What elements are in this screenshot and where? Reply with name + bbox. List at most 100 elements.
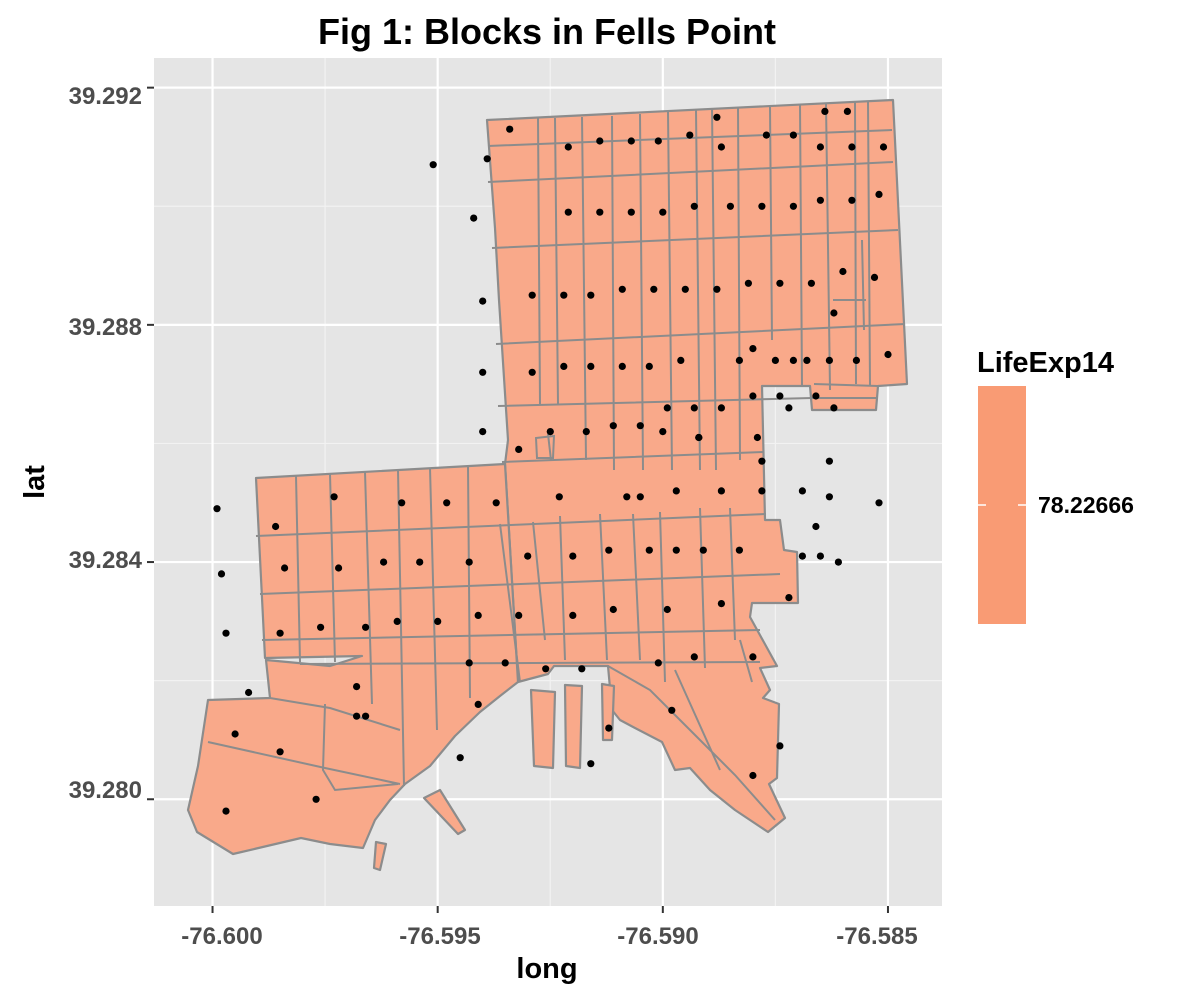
centroid-point — [848, 143, 856, 151]
centroid-point — [353, 683, 361, 691]
y-tick-label: 39.284 — [69, 547, 143, 574]
centroid-point — [492, 499, 500, 507]
centroid-point — [443, 499, 451, 507]
centroid-point — [663, 404, 671, 412]
centroid-point — [776, 279, 784, 287]
block-boundaries — [207, 101, 906, 821]
centroid-point — [758, 457, 766, 465]
centroid-point — [560, 291, 568, 299]
centroid-point — [834, 558, 843, 566]
centroid-point — [654, 659, 662, 667]
legend-label: 78.22666 — [1038, 492, 1134, 518]
centroid-point — [335, 564, 343, 572]
centroid-point — [695, 433, 703, 442]
centroid-point — [672, 487, 680, 495]
centroid-point — [713, 113, 721, 121]
centroid-point — [627, 208, 635, 216]
centroid-point — [542, 665, 550, 673]
centroid-point — [276, 629, 284, 637]
legend-title: LifeExp14 — [977, 347, 1114, 379]
centroid-point — [852, 356, 861, 364]
x-tick-label: -76.585 — [836, 923, 917, 950]
centroid-point — [650, 285, 658, 293]
centroid-point — [564, 143, 572, 151]
pier-one — [529, 688, 557, 770]
centroid-point — [762, 131, 771, 139]
centroid-point — [825, 457, 834, 465]
centroid-point — [578, 665, 586, 673]
centroid-point — [609, 605, 617, 614]
centroid-point — [515, 445, 523, 453]
centroid-point — [569, 611, 577, 620]
centroid-point — [470, 214, 478, 222]
centroid-point — [555, 493, 563, 501]
centroid-point — [726, 202, 735, 210]
centroid-point — [816, 552, 825, 560]
centroid-point — [875, 499, 883, 507]
pier-two — [563, 683, 584, 770]
centroid-point — [717, 487, 726, 495]
centroid-point — [479, 428, 487, 436]
centroid-point — [456, 754, 464, 762]
centroid-point — [353, 712, 361, 720]
centroid-point — [713, 285, 721, 293]
centroid-point — [465, 558, 473, 566]
centroid-point — [677, 356, 685, 364]
centroid-point — [771, 356, 780, 364]
centroid-point — [528, 368, 536, 376]
centroid-point — [744, 279, 753, 287]
centroid-point — [479, 368, 487, 376]
centroid-point — [848, 196, 856, 204]
centroid-point — [654, 137, 662, 145]
centroid-point — [645, 362, 653, 370]
centroid-point — [272, 522, 280, 531]
chart-title: Fig 1: Blocks in Fells Point — [318, 11, 776, 52]
centroid-point — [393, 617, 401, 626]
centroid-point — [816, 143, 825, 151]
centroid-point — [564, 208, 572, 216]
centroid-point — [276, 748, 284, 756]
centroid-point — [825, 356, 834, 364]
centroid-point — [609, 422, 617, 430]
centroid-point — [812, 392, 820, 400]
centroid-point — [717, 404, 726, 412]
centroid-point — [758, 202, 766, 210]
centroid-point — [623, 493, 631, 501]
centroid-point — [830, 404, 838, 412]
y-tick-label: 39.288 — [69, 314, 142, 341]
centroid-point — [798, 552, 807, 560]
centroid-point — [789, 131, 798, 139]
centroid-point — [717, 143, 726, 151]
centroid-point — [875, 190, 883, 198]
centroid-point — [758, 487, 766, 495]
centroid-point — [690, 202, 698, 210]
centroid-point — [483, 155, 491, 163]
centroid-point — [479, 297, 487, 305]
centroid-point — [830, 309, 838, 317]
centroid-point — [605, 724, 613, 732]
centroid-point — [560, 362, 568, 370]
west-column-boundaries — [295, 465, 736, 787]
centroid-point — [605, 546, 613, 554]
centroid-point — [663, 605, 671, 614]
x-tick-label: -76.600 — [181, 923, 262, 950]
centroid-point — [474, 700, 482, 709]
centroid-point — [569, 552, 577, 560]
y-axis-title: lat — [19, 465, 51, 499]
centroid-point — [362, 712, 370, 720]
centroid-point — [776, 392, 784, 400]
centroid-point — [798, 487, 807, 495]
x-tick-label: -76.590 — [617, 923, 698, 950]
centroid-point — [362, 623, 370, 631]
centroid-point — [825, 493, 834, 501]
centroid-point — [659, 428, 667, 436]
block-centroid-points — [213, 107, 892, 815]
centroid-point — [330, 493, 338, 501]
centroid-point — [636, 493, 644, 501]
centroid-point — [812, 522, 820, 531]
y-axis: 39.292 39.288 39.284 39.280 lat — [19, 83, 154, 804]
centroid-point — [281, 564, 289, 572]
centroid-point — [231, 730, 239, 738]
centroid-point — [434, 617, 442, 626]
centroid-point — [596, 137, 604, 145]
